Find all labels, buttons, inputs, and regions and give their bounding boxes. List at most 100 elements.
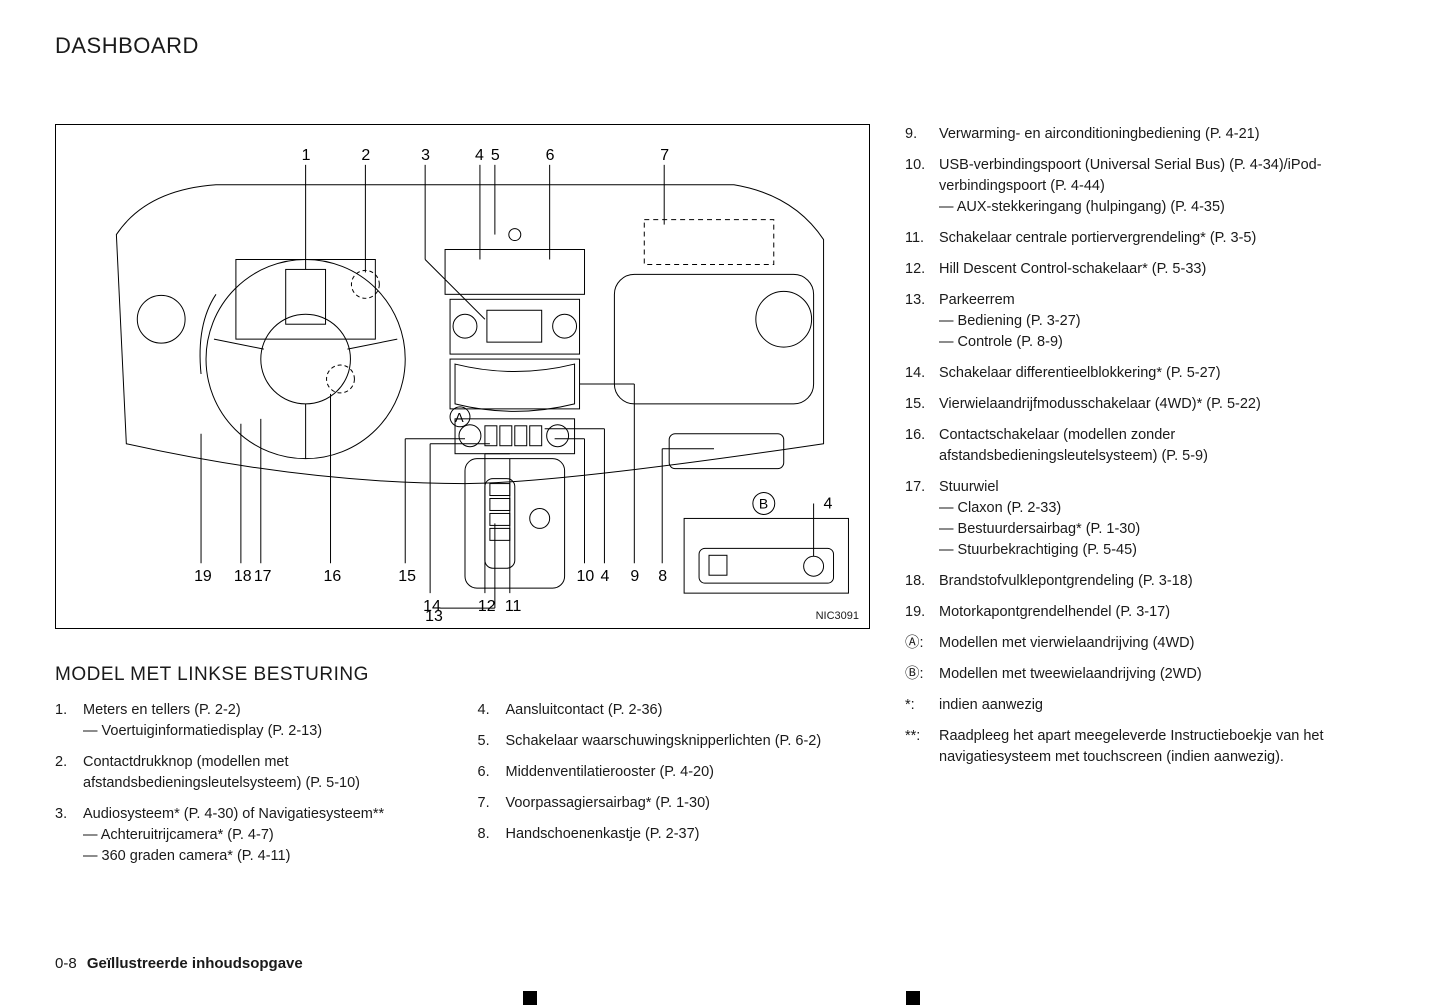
- svg-text:2: 2: [361, 147, 370, 164]
- item-number: 12.: [905, 259, 939, 280]
- item-text: Vierwielaandrijfmodusschakelaar (4WD)* (…: [939, 394, 1390, 415]
- svg-text:13: 13: [425, 608, 443, 625]
- item-text: Contactschakelaar (modellen zonder afsta…: [939, 425, 1390, 467]
- diagram-id: NIC3091: [816, 610, 859, 622]
- item-number: 18.: [905, 571, 939, 592]
- item-text: Modellen met vierwielaandrijving (4WD): [939, 633, 1390, 654]
- item-number: **:: [905, 726, 939, 768]
- list-item: 10.USB-verbindingspoort (Universal Seria…: [905, 155, 1390, 218]
- item-text: ParkeerremBediening (P. 3-27)Controle (P…: [939, 290, 1390, 353]
- list-item: 8.Handschoenenkastje (P. 2-37): [478, 824, 871, 845]
- list-item: 18.Brandstofvulklepontgrendeling (P. 3-1…: [905, 571, 1390, 592]
- list-item: 11.Schakelaar centrale portiervergrendel…: [905, 228, 1390, 249]
- item-text: Audiosysteem* (P. 4-30) of Navigatiesyst…: [83, 804, 448, 867]
- svg-text:A: A: [455, 410, 464, 425]
- list-item: 4.Aansluitcontact (P. 2-36): [478, 700, 871, 721]
- legend-col-1: 1.Meters en tellers (P. 2-2)Voertuiginfo…: [55, 700, 448, 877]
- item-text: Contactdrukknop (modellen met afstandsbe…: [83, 752, 448, 794]
- item-text: Meters en tellers (P. 2-2)Voertuiginform…: [83, 700, 448, 742]
- item-number: *:: [905, 695, 939, 716]
- list-item: 14.Schakelaar differentieelblokkering* (…: [905, 363, 1390, 384]
- item-text: Handschoenenkastje (P. 2-37): [506, 824, 871, 845]
- list-item: *:indien aanwezig: [905, 695, 1390, 716]
- item-text: Middenventilatierooster (P. 4-20): [506, 762, 871, 783]
- dashboard-svg: 1 2 3 4 5 6 7 19 18 17 16 15 14 13: [56, 125, 869, 628]
- svg-text:B: B: [759, 495, 768, 511]
- svg-text:15: 15: [398, 568, 416, 585]
- list-item: 5.Schakelaar waarschuwingsknipperlichten…: [478, 731, 871, 752]
- item-sub: Controle (P. 8-9): [939, 332, 1390, 353]
- item-text: Brandstofvulklepontgrendeling (P. 3-18): [939, 571, 1390, 592]
- item-number: 4.: [478, 700, 506, 721]
- item-number: 10.: [905, 155, 939, 218]
- item-text: Schakelaar waarschuwingsknipperlichten (…: [506, 731, 871, 752]
- content-row: 1 2 3 4 5 6 7 19 18 17 16 15 14 13: [55, 124, 1390, 877]
- item-sub: 360 graden camera* (P. 4-11): [83, 846, 448, 867]
- item-number: 16.: [905, 425, 939, 467]
- item-text: USB-verbindingspoort (Universal Serial B…: [939, 155, 1390, 218]
- item-number: 7.: [478, 793, 506, 814]
- page-footer: 0-8 Geïllustreerde inhoudsopgave: [55, 955, 303, 972]
- svg-text:4: 4: [600, 568, 609, 585]
- list-item: 15.Vierwielaandrijfmodusschakelaar (4WD)…: [905, 394, 1390, 415]
- svg-text:10: 10: [577, 568, 595, 585]
- list-item: 13.ParkeerremBediening (P. 3-27)Controle…: [905, 290, 1390, 353]
- item-number: 5.: [478, 731, 506, 752]
- svg-text:9: 9: [630, 568, 639, 585]
- item-text: Motorkapontgrendelhendel (P. 3-17): [939, 602, 1390, 623]
- item-number: 19.: [905, 602, 939, 623]
- footer-title: Geïllustreerde inhoudsopgave: [87, 955, 303, 972]
- item-number: 13.: [905, 290, 939, 353]
- list-item: Ⓐ:Modellen met vierwielaandrijving (4WD): [905, 633, 1390, 654]
- section-heading: MODEL MET LINKSE BESTURING: [55, 664, 870, 686]
- svg-text:11: 11: [505, 598, 522, 615]
- svg-text:17: 17: [254, 568, 272, 585]
- item-number: 8.: [478, 824, 506, 845]
- list-item: 19.Motorkapontgrendelhendel (P. 3-17): [905, 602, 1390, 623]
- legend-columns: 1.Meters en tellers (P. 2-2)Voertuiginfo…: [55, 700, 870, 877]
- item-text: Schakelaar centrale portiervergrendeling…: [939, 228, 1390, 249]
- left-column-area: 1 2 3 4 5 6 7 19 18 17 16 15 14 13: [55, 124, 870, 877]
- item-text: Schakelaar differentieelblokkering* (P. …: [939, 363, 1390, 384]
- svg-text:12: 12: [478, 598, 496, 615]
- item-number: 17.: [905, 477, 939, 561]
- list-item: 2.Contactdrukknop (modellen met afstands…: [55, 752, 448, 794]
- item-text: Verwarming- en airconditioningbediening …: [939, 124, 1390, 145]
- item-number: 11.: [905, 228, 939, 249]
- item-number: 15.: [905, 394, 939, 415]
- list-item: 16.Contactschakelaar (modellen zonder af…: [905, 425, 1390, 467]
- item-sub: Claxon (P. 2-33): [939, 498, 1390, 519]
- list-item: 3.Audiosysteem* (P. 4-30) of Navigatiesy…: [55, 804, 448, 867]
- list-item: Ⓑ:Modellen met tweewielaandrijving (2WD): [905, 664, 1390, 685]
- page-number: 0-8: [55, 955, 77, 972]
- list-item: 12.Hill Descent Control-schakelaar* (P. …: [905, 259, 1390, 280]
- svg-text:19: 19: [194, 568, 212, 585]
- page-title: DASHBOARD: [55, 33, 1390, 59]
- svg-text:4: 4: [824, 495, 833, 512]
- item-sub: AUX-stekkeringang (hulpingang) (P. 4-35): [939, 197, 1390, 218]
- list-item: 1.Meters en tellers (P. 2-2)Voertuiginfo…: [55, 700, 448, 742]
- svg-text:5: 5: [491, 147, 500, 164]
- item-number: 2.: [55, 752, 83, 794]
- item-number: Ⓐ:: [905, 633, 939, 654]
- item-number: 1.: [55, 700, 83, 742]
- item-number: Ⓑ:: [905, 664, 939, 685]
- svg-text:6: 6: [546, 147, 555, 164]
- svg-text:8: 8: [658, 568, 667, 585]
- item-number: 14.: [905, 363, 939, 384]
- item-text: Modellen met tweewielaandrijving (2WD): [939, 664, 1390, 685]
- svg-text:1: 1: [302, 147, 311, 164]
- svg-text:3: 3: [421, 147, 430, 164]
- list-item: **:Raadpleeg het apart meegeleverde Inst…: [905, 726, 1390, 768]
- item-number: 9.: [905, 124, 939, 145]
- list-item: 9.Verwarming- en airconditioningbedienin…: [905, 124, 1390, 145]
- item-sub: Achteruitrijcamera* (P. 4-7): [83, 825, 448, 846]
- list-item: 7.Voorpassagiersairbag* (P. 1-30): [478, 793, 871, 814]
- item-sub: Bediening (P. 3-27): [939, 311, 1390, 332]
- item-sub: Bestuurdersairbag* (P. 1-30): [939, 519, 1390, 540]
- item-text: indien aanwezig: [939, 695, 1390, 716]
- list-item: 17.StuurwielClaxon (P. 2-33)Bestuurdersa…: [905, 477, 1390, 561]
- item-sub: Stuurbekrachtiging (P. 5-45): [939, 540, 1390, 561]
- item-text: StuurwielClaxon (P. 2-33)Bestuurdersairb…: [939, 477, 1390, 561]
- crop-marks: [0, 993, 1445, 1005]
